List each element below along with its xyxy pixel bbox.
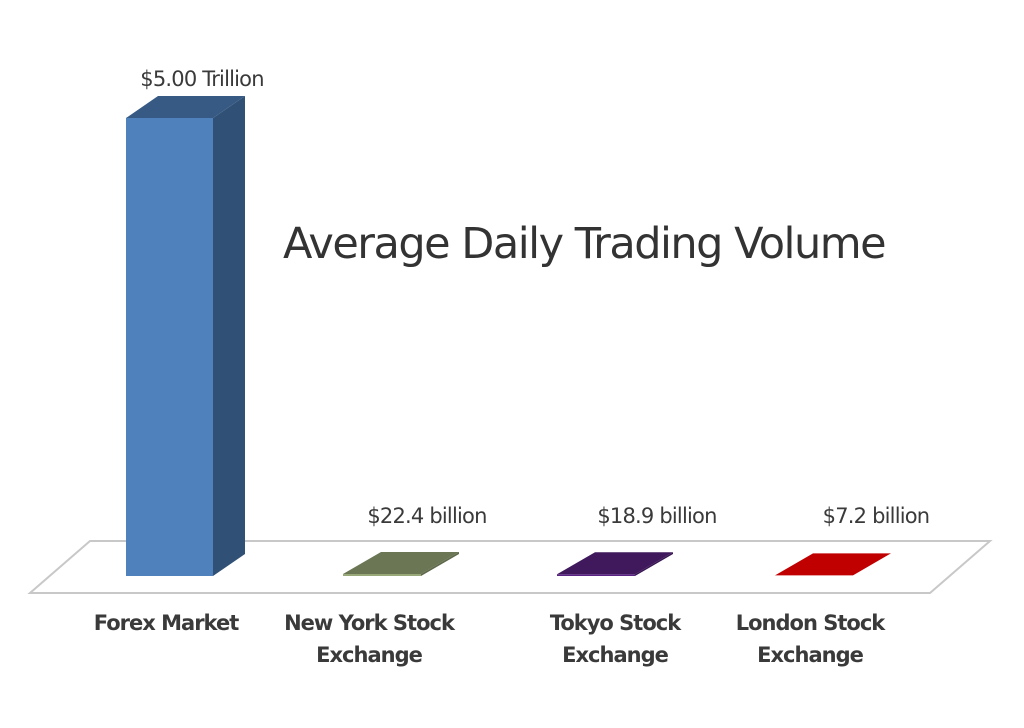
bar-2 (557, 552, 673, 576)
bar-side (213, 96, 245, 576)
category-label: Exchange (316, 643, 422, 667)
data-label: $18.9 billion (597, 504, 716, 528)
category-label: Exchange (757, 643, 863, 667)
category-label: New York Stock (284, 611, 456, 635)
bar-top (557, 552, 673, 575)
data-label: $22.4 billion (367, 504, 486, 528)
chart-floor (27, 540, 993, 594)
bar-3 (775, 553, 891, 576)
data-label: $7.2 billion (823, 504, 930, 528)
chart-title: Average Daily Trading Volume (283, 219, 885, 269)
category-label: Tokyo Stock (550, 611, 682, 635)
bar-front (126, 118, 213, 576)
bar-top (775, 553, 891, 576)
bar-top (126, 96, 245, 118)
bar-front (557, 574, 635, 576)
bar-side (421, 551, 459, 576)
bar-0 (126, 96, 245, 576)
bar-1 (343, 551, 459, 576)
bar-top (343, 551, 459, 574)
bar-front (343, 573, 421, 576)
category-label: Forex Market (94, 611, 239, 635)
bar-side (635, 552, 673, 576)
category-label: London Stock (736, 611, 887, 635)
data-label: $5.00 Trillion (140, 67, 263, 91)
category-label: Exchange (562, 643, 668, 667)
